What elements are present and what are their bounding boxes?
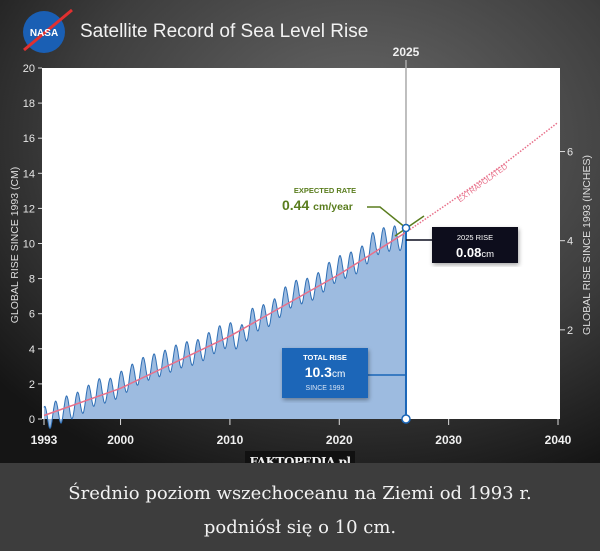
expected-rate-title: EXPECTED RATE — [294, 186, 356, 195]
y-tick-label: 20 — [23, 63, 35, 75]
y-right-tick-label: 6 — [567, 147, 573, 159]
y-tick-label: 4 — [29, 344, 35, 356]
x-tick-label: 2000 — [107, 433, 134, 447]
total-rise-sub: SINCE 1993 — [306, 385, 345, 392]
x-tick-label: 2020 — [326, 433, 353, 447]
svg-text:NASA: NASA — [30, 28, 58, 39]
y-tick-label: 14 — [23, 168, 35, 180]
trend-line — [43, 232, 406, 417]
x-tick-label: 2030 — [435, 433, 462, 447]
y-tick-label: 0 — [29, 414, 35, 426]
y-axis-label: GLOBAL RISE SINCE 1993 (CM) — [9, 167, 21, 324]
y-tick-label: 10 — [23, 239, 35, 251]
extrapolated-line — [404, 121, 559, 234]
rise-2025-title: 2025 RISE — [457, 233, 493, 242]
total-rise-title: TOTAL RISE — [303, 353, 347, 362]
y-tick-label: 8 — [29, 274, 35, 286]
y-right-tick-label: 2 — [567, 325, 573, 337]
rise-2025-value: 0.08cm — [456, 245, 494, 260]
x-tick-label: 2010 — [217, 433, 244, 447]
caption-line-1: Średnio poziom wszechoceanu na Ziemi od … — [68, 483, 532, 504]
rise-2025-box — [432, 227, 518, 263]
caption-line-2: podniósł się o 10 cm. — [203, 517, 397, 538]
x-tick-label: 2040 — [545, 433, 572, 447]
total-rise-value: 10.3cm — [305, 364, 346, 380]
y-tick-label: 16 — [23, 133, 35, 145]
y-tick-label: 6 — [29, 309, 35, 321]
baseline-point-marker — [401, 414, 411, 424]
x-tick-label: 1993 — [31, 433, 58, 447]
expected-rate-leader — [367, 206, 407, 229]
y-tick-label: 12 — [23, 203, 35, 215]
y-tick-label: 18 — [23, 98, 35, 110]
total-rise-box — [282, 348, 368, 398]
nasa-logo: NASA — [23, 8, 73, 53]
expected-rate-value: 0.44 cm/year — [282, 197, 353, 213]
measured-line — [43, 225, 406, 429]
chart-title: Satellite Record of Sea Level Rise — [80, 21, 368, 42]
y-axis-right-label: GLOBAL RISE SINCE 1993 (INCHES) — [581, 155, 593, 335]
current-point-marker — [401, 223, 411, 233]
y-tick-label: 2 — [29, 379, 35, 391]
y-right-tick-label: 4 — [567, 236, 573, 248]
caption: Średnio poziom wszechoceanu na Ziemi od … — [0, 463, 600, 551]
marker-year-label: 2025 — [393, 45, 420, 59]
chart: NASA Satellite Record of Sea Level Rise … — [0, 0, 600, 463]
